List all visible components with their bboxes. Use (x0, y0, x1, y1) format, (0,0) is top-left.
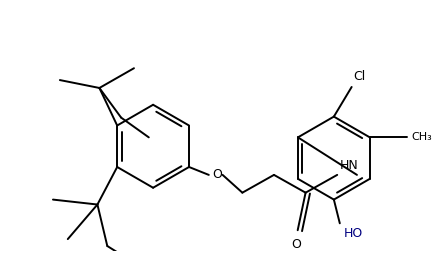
Text: CH₃: CH₃ (410, 132, 431, 142)
Text: O: O (212, 168, 222, 181)
Text: HO: HO (343, 227, 362, 240)
Text: O: O (290, 238, 300, 251)
Text: Cl: Cl (353, 70, 365, 83)
Text: HN: HN (339, 159, 358, 172)
